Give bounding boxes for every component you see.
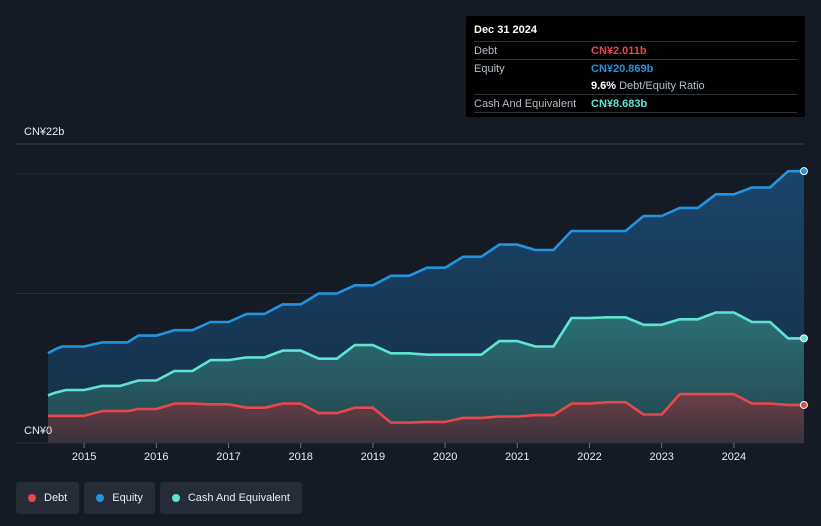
x-tick-label: 2015 <box>72 451 96 463</box>
debt-endpoint <box>799 400 808 409</box>
x-tick-label: 2022 <box>577 451 601 463</box>
cash-and-equivalent-line <box>47 311 804 397</box>
cash-and-equivalent-endpoint <box>799 334 808 343</box>
legend-dot-equity <box>96 494 105 502</box>
legend-item-equity[interactable]: Equity <box>84 482 155 514</box>
tooltip-debt-value: CN¥2.011b <box>591 44 647 57</box>
x-tick-label: 2018 <box>288 451 312 463</box>
legend-label-equity: Equity <box>112 492 143 504</box>
x-tick-label: 2024 <box>722 451 746 463</box>
x-tick-label: 2021 <box>505 451 529 463</box>
y-axis-top-label: CN¥22b <box>24 126 64 138</box>
tooltip-row-cash: Cash And Equivalent CN¥8.683b <box>474 94 797 113</box>
equity-line <box>47 169 804 355</box>
legend-label-debt: Debt <box>44 492 68 504</box>
series-lines <box>47 169 804 424</box>
tooltip-ratio-label: Debt/Equity Ratio <box>619 79 705 92</box>
legend-dot-debt <box>28 494 36 502</box>
series-endpoints <box>799 167 808 409</box>
debt-line <box>48 392 804 424</box>
x-tick-label: 2016 <box>144 451 168 463</box>
x-tick-label: 2017 <box>216 451 240 463</box>
tooltip-row-debt: Debt CN¥2.011b <box>474 41 797 59</box>
tooltip-debt-label: Debt <box>474 44 498 57</box>
tooltip-date: Dec 31 2024 <box>474 24 537 36</box>
chart-legend: Debt Equity Cash And Equivalent <box>16 482 302 514</box>
x-tick-label: 2019 <box>361 451 385 463</box>
x-axis-ticks: 2015 2016 2017 2018 2019 2020 2021 2022 2023 2024 <box>72 443 746 463</box>
tooltip-row-ratio: 9.6% Debt/Equity Ratio <box>474 77 797 94</box>
tooltip-row-equity: Equity CN¥20.869b <box>474 59 797 77</box>
legend-item-debt[interactable]: Debt <box>16 482 80 514</box>
tooltip-cash-label: Cash And Equivalent <box>474 97 577 110</box>
x-tick-label: 2020 <box>433 451 457 463</box>
tooltip-equity-value: CN¥20.869b <box>591 62 654 75</box>
legend-dot-cash <box>171 494 180 502</box>
legend-item-cash[interactable]: Cash And Equivalent <box>159 482 302 514</box>
equity-endpoint <box>799 167 808 176</box>
y-axis-bottom-label: CN¥0 <box>24 425 52 437</box>
tooltip-ratio-value: 9.6% <box>591 79 617 92</box>
tooltip-equity-label: Equity <box>474 62 505 75</box>
series-areas <box>48 171 804 443</box>
x-tick-label: 2023 <box>649 451 673 463</box>
tooltip-panel: Dec 31 2024 Debt CN¥2.011b Equity CN¥20.… <box>466 16 805 117</box>
legend-label-cash: Cash And Equivalent <box>187 492 290 504</box>
tooltip-cash-value: CN¥8.683b <box>591 97 648 110</box>
